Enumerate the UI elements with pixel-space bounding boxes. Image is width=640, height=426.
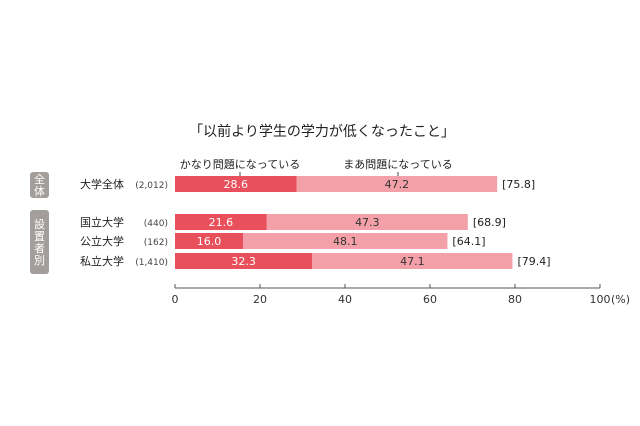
x-tick-label: 80 xyxy=(508,293,522,306)
bar-segment-2 xyxy=(243,233,448,249)
bar-total-label: [79.4] xyxy=(517,255,550,268)
bar-segment-1 xyxy=(175,214,267,230)
category-count: (162) xyxy=(144,238,168,248)
bar-value-label: 47.2 xyxy=(385,178,410,191)
bar-value-label: 28.6 xyxy=(224,178,249,191)
category-count: (440) xyxy=(144,219,168,229)
category-count: (2,012) xyxy=(135,181,168,191)
bar-value-label: 16.0 xyxy=(197,235,222,248)
bar-value-label: 21.6 xyxy=(209,216,234,229)
group-box-1 xyxy=(30,210,49,274)
x-tick-label: 40 xyxy=(338,293,352,306)
category-label: 大学全体 xyxy=(80,177,124,191)
x-tick-label: 0 xyxy=(172,293,179,306)
bar-value-label: 48.1 xyxy=(333,235,358,248)
x-axis-unit: (%) xyxy=(611,293,630,306)
bar-segment-1 xyxy=(175,253,313,269)
bar-value-label: 32.3 xyxy=(231,255,256,268)
bar-segment-2 xyxy=(296,176,498,192)
bar-value-label: 47.3 xyxy=(355,216,380,229)
x-tick-label: 100 xyxy=(590,293,611,306)
x-tick-label: 20 xyxy=(253,293,267,306)
bar-segment-1 xyxy=(175,233,243,249)
bar-segment-1 xyxy=(175,176,297,192)
bar-segment-2 xyxy=(312,253,513,269)
category-label: 公立大学 xyxy=(80,234,124,248)
legend-series-1: かなり問題になっている xyxy=(180,158,300,171)
bar-value-label: 47.1 xyxy=(400,255,425,268)
bar-segment-2 xyxy=(266,214,468,230)
legend-series-2: まあ問題になっている xyxy=(343,158,452,171)
x-tick-label: 60 xyxy=(423,293,437,306)
bar-total-label: [75.8] xyxy=(502,178,535,191)
group-label-1: 設置者別 xyxy=(34,217,45,267)
bar-total-label: [68.9] xyxy=(473,216,506,229)
category-label: 国立大学 xyxy=(80,215,124,229)
chart-title: 「以前より学生の学力が低くなったこと」 xyxy=(189,123,455,140)
group-label-0: 全体 xyxy=(34,172,45,198)
group-box-0 xyxy=(30,172,49,198)
category-label: 私立大学 xyxy=(80,254,124,268)
bar-total-label: [64.1] xyxy=(452,235,485,248)
category-count: (1,410) xyxy=(135,258,168,268)
